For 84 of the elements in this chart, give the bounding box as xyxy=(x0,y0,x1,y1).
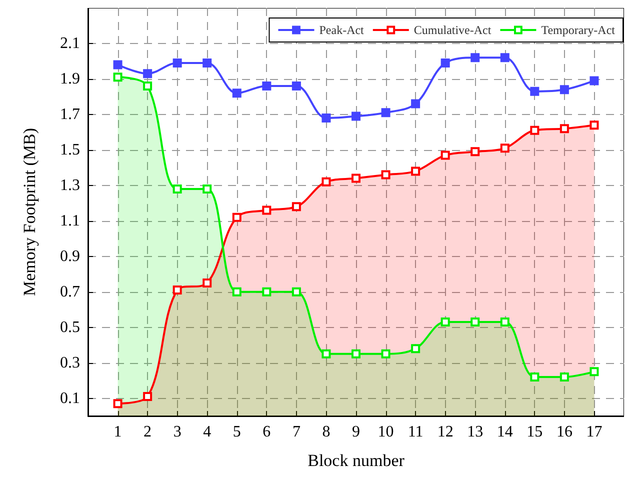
x-tick-label: 17 xyxy=(586,424,602,440)
point xyxy=(113,399,122,408)
point xyxy=(322,177,331,186)
point xyxy=(590,120,599,130)
y-tick-label: 2.1 xyxy=(60,34,80,52)
point xyxy=(262,82,272,91)
point xyxy=(440,58,450,68)
y-tick-label: 1.5 xyxy=(60,141,80,158)
x-tick-label: 14 xyxy=(496,424,513,440)
point xyxy=(470,147,480,156)
point xyxy=(470,317,480,326)
point xyxy=(590,367,599,376)
x-tick-label: 6 xyxy=(262,424,271,440)
point xyxy=(202,58,212,68)
point xyxy=(470,53,480,62)
point xyxy=(143,69,152,78)
point xyxy=(113,60,122,70)
y-tick-label: 1.1 xyxy=(60,212,80,230)
y-tick-label: 0.7 xyxy=(60,283,80,300)
y-axis-title: Memory Footprint (MB) xyxy=(20,128,39,296)
point xyxy=(143,82,152,91)
point xyxy=(292,202,301,212)
x-tick-label: 10 xyxy=(378,424,394,440)
x-tick-label: 4 xyxy=(203,424,212,440)
y-tick-label: 1.9 xyxy=(60,70,80,88)
point xyxy=(322,113,331,122)
point xyxy=(411,99,420,108)
x-tick-label: 7 xyxy=(292,424,300,440)
point xyxy=(381,170,390,180)
point xyxy=(530,86,540,96)
point xyxy=(262,287,272,296)
legend-label: Temporary-Act xyxy=(541,23,616,37)
x-tick-label: 2 xyxy=(144,424,152,440)
y-tick-label: 0.9 xyxy=(60,248,80,265)
point xyxy=(381,108,390,118)
point xyxy=(292,287,301,296)
y-tick-label: 1.3 xyxy=(60,176,80,194)
x-axis-title: Block number xyxy=(308,451,405,470)
x-tick-label: 13 xyxy=(467,424,484,440)
legend-label: Peak-Act xyxy=(319,23,365,37)
point xyxy=(500,53,510,62)
legend-label: Cumulative-Act xyxy=(414,23,492,37)
point xyxy=(232,212,242,222)
point xyxy=(352,349,360,358)
x-tick-label: 3 xyxy=(173,424,182,440)
point xyxy=(232,287,242,296)
point xyxy=(560,372,569,382)
point xyxy=(500,317,510,326)
point xyxy=(202,278,212,288)
x-tick-label: 8 xyxy=(322,424,330,440)
point xyxy=(352,174,360,183)
point xyxy=(440,150,450,160)
point xyxy=(292,82,301,91)
x-tick-label: 16 xyxy=(556,424,572,440)
point xyxy=(172,58,182,68)
point xyxy=(381,349,390,358)
x-tick-label: 12 xyxy=(437,424,454,440)
y-tick-label: 0.1 xyxy=(60,390,80,407)
point xyxy=(172,286,182,295)
point xyxy=(262,206,272,215)
x-tick-label: 15 xyxy=(526,424,543,440)
x-tick-label: 9 xyxy=(352,424,360,440)
point xyxy=(322,349,331,358)
y-tick-label: 0.3 xyxy=(60,354,80,372)
point xyxy=(560,85,569,94)
point xyxy=(440,317,450,326)
point xyxy=(113,72,122,82)
x-tick-label: 1 xyxy=(114,424,122,440)
point xyxy=(232,88,242,98)
point xyxy=(143,392,152,401)
point xyxy=(590,76,599,86)
x-tick-label: 5 xyxy=(232,424,241,440)
point xyxy=(202,184,212,194)
y-tick-label: 1.7 xyxy=(60,106,80,123)
point xyxy=(530,372,540,382)
point xyxy=(411,344,420,354)
point xyxy=(411,166,420,176)
point xyxy=(500,144,510,153)
point xyxy=(352,112,360,121)
point xyxy=(172,184,182,194)
point xyxy=(560,124,569,134)
point xyxy=(530,126,540,135)
y-tick-label: 0.5 xyxy=(60,318,80,336)
x-tick-label: 11 xyxy=(408,424,424,440)
